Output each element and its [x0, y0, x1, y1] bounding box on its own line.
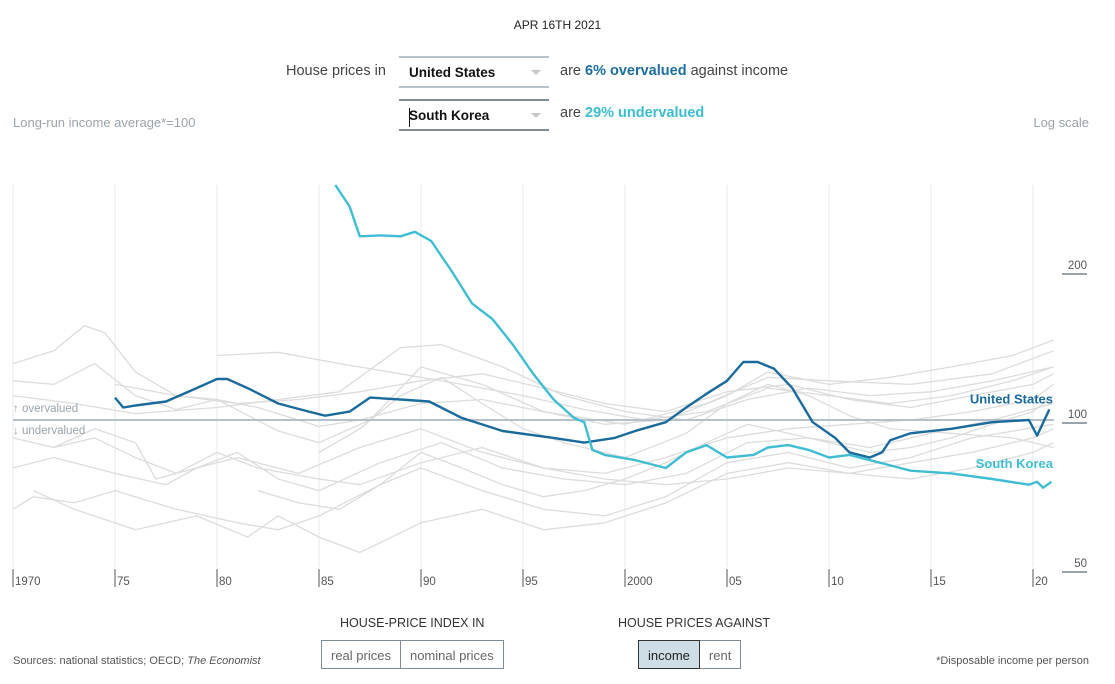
background-series — [12, 325, 1054, 554]
background-series-line — [12, 402, 1054, 492]
x-tick-label: 85 — [321, 576, 334, 588]
x-tick-label: 80 — [219, 576, 232, 588]
y-tick-label: 100 — [1068, 409, 1087, 421]
house-price-chart: 50 100 200 ↑ overvalued ↓ undervalued Unit… — [12, 184, 1087, 588]
background-series-line — [12, 423, 1054, 531]
country2-select[interactable]: South Korea — [399, 99, 549, 131]
text-cursor — [409, 108, 410, 127]
x-tick-label: 15 — [933, 576, 946, 588]
background-series-line — [12, 339, 1054, 444]
background-series-line — [53, 437, 1054, 486]
x-tick-label: 90 — [423, 576, 436, 588]
sources-publication: The Economist — [187, 655, 261, 667]
against-control-title: HOUSE PRICES AGAINST — [618, 616, 771, 630]
undervalued-label: ↓ undervalued — [13, 425, 85, 437]
x-tick-label: 20 — [1035, 576, 1048, 588]
x-tick-label: 75 — [117, 576, 130, 588]
nominal-prices-button[interactable]: nominal prices — [400, 640, 504, 669]
united-states-label: United States — [970, 392, 1053, 407]
y-tick-label: 50 — [1074, 558, 1087, 570]
country1-select[interactable]: United States — [399, 56, 549, 88]
sources-note: Sources: national statistics; OECD; The … — [13, 655, 261, 667]
index-control-title: HOUSE-PRICE INDEX IN — [340, 616, 485, 630]
rent-button[interactable]: rent — [699, 640, 742, 669]
background-series-line — [114, 373, 1054, 413]
country2-verb: are — [560, 105, 581, 121]
country2-valuation: 29% undervalued — [585, 105, 705, 121]
x-tick-label: 95 — [525, 576, 538, 588]
background-series-line — [216, 351, 1054, 421]
country1-summary: are 6% overvalued against income — [560, 63, 788, 79]
south-korea-label: South Korea — [976, 456, 1054, 471]
highlighted-series: United States South Korea — [114, 184, 1054, 489]
against-toggle: income rent — [638, 640, 742, 669]
background-series-line — [33, 428, 1054, 554]
y-axis-note: Long-run income average*=100 — [13, 115, 196, 130]
x-tick-label: 05 — [729, 576, 742, 588]
background-series-line — [12, 383, 1054, 480]
sources-text: Sources: national statistics; OECD; — [13, 655, 188, 667]
x-tick-label: 10 — [831, 576, 844, 588]
real-prices-button[interactable]: real prices — [321, 640, 401, 669]
overvalued-label: ↑ overvalued — [13, 403, 78, 415]
sentence-prefix: House prices in — [286, 63, 386, 79]
country1-verb: are — [560, 63, 581, 79]
country1-valuation: 6% overvalued — [585, 63, 687, 79]
income-button[interactable]: income — [638, 640, 700, 669]
country2-value: South Korea — [409, 108, 490, 123]
y-tick-label: 200 — [1068, 260, 1087, 272]
united-states-line — [114, 360, 1051, 459]
x-tick-label: 1970 — [15, 576, 41, 588]
footnote: *Disposable income per person — [936, 655, 1089, 667]
background-series-line — [12, 343, 1054, 421]
index-toggle: real prices nominal prices — [321, 640, 504, 669]
chevron-down-icon — [531, 70, 541, 75]
x-tick-label: 2000 — [627, 576, 653, 588]
y-axis: 50 100 200 — [1062, 260, 1087, 573]
publication-date: APR 16TH 2021 — [513, 18, 602, 32]
country1-suffix: against income — [690, 63, 789, 79]
background-series-line — [257, 395, 1054, 510]
south-korea-line — [334, 184, 1053, 489]
country1-value: United States — [409, 65, 496, 80]
x-axis: 1970 75 80 85 90 95 2000 05 10 15 20 — [12, 569, 1048, 588]
log-scale-note: Log scale — [1033, 115, 1089, 130]
background-series-line — [318, 376, 1054, 459]
chevron-down-icon — [531, 113, 541, 118]
country2-summary: are 29% undervalued — [560, 105, 704, 121]
